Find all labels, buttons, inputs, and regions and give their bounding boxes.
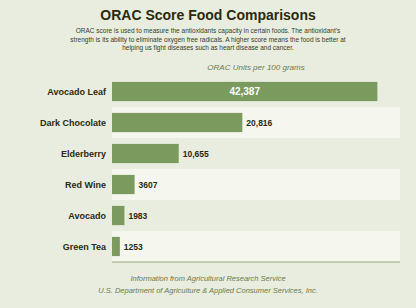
bar	[112, 82, 377, 101]
data-label: 3607	[139, 180, 158, 190]
background	[0, 0, 416, 308]
footer-note: U.S. Department of Agriculture & Applied…	[98, 286, 318, 295]
row-background	[112, 107, 400, 138]
subtitle: ORAC score is used to measure the antiox…	[70, 27, 346, 52]
data-label: 20,816	[246, 118, 272, 128]
row-background	[112, 231, 400, 262]
data-label: 10,655	[183, 149, 209, 159]
chart-svg: ORAC Score Food Comparisons ORAC score is…	[0, 0, 416, 308]
row-background	[112, 169, 400, 200]
category-label: Elderberry	[61, 149, 106, 159]
bar	[112, 237, 120, 256]
x-axis-line	[112, 262, 400, 263]
data-label: 1253	[124, 242, 143, 252]
subtitle-line: helping us fight diseases such as heart …	[122, 44, 294, 52]
bar	[112, 175, 135, 194]
category-label: Green Tea	[63, 242, 107, 252]
x-axis-label: ORAC Units per 100 grams	[207, 63, 304, 72]
category-label: Dark Chocolate	[40, 118, 106, 128]
row-background	[112, 76, 400, 107]
footer-note: Information from Agricultural Research S…	[130, 274, 285, 283]
bar	[112, 144, 179, 163]
category-label: Avocado Leaf	[47, 87, 107, 97]
category-label: Avocado	[68, 211, 106, 221]
title: ORAC Score Food Comparisons	[100, 7, 316, 23]
row-background	[112, 138, 400, 169]
subtitle-line: strength is its ability to eliminate oxy…	[70, 36, 346, 44]
data-label: 1983	[128, 211, 147, 221]
subtitle-line: ORAC score is used to measure the antiox…	[76, 27, 341, 35]
bar	[112, 206, 124, 225]
category-label: Red Wine	[65, 180, 106, 190]
row-background	[112, 200, 400, 231]
bars	[112, 82, 377, 256]
chart-container: ORAC Score Food Comparisons ORAC score is…	[0, 0, 416, 308]
bar	[112, 113, 242, 132]
data-label: 42,387	[229, 86, 260, 97]
